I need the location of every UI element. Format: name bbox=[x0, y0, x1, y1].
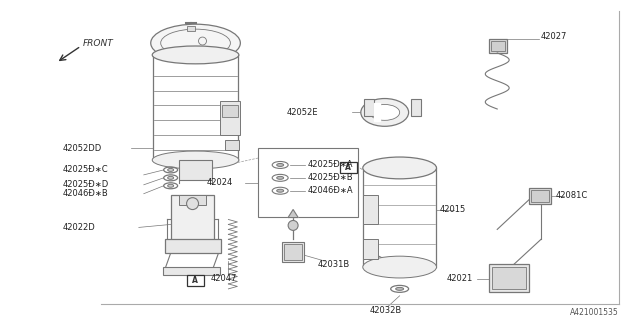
Text: 42052DD: 42052DD bbox=[63, 144, 102, 153]
Text: 42046Ð∗A: 42046Ð∗A bbox=[308, 186, 354, 195]
Bar bbox=[179, 160, 212, 180]
Bar bbox=[492, 267, 526, 289]
Bar bbox=[489, 39, 507, 53]
Bar bbox=[489, 264, 529, 292]
Text: 42025Ð∗A: 42025Ð∗A bbox=[308, 160, 353, 170]
Ellipse shape bbox=[276, 189, 284, 192]
Ellipse shape bbox=[151, 24, 241, 62]
Bar bbox=[163, 267, 220, 275]
Text: A421001535: A421001535 bbox=[570, 308, 619, 317]
Ellipse shape bbox=[168, 184, 173, 187]
Text: A: A bbox=[346, 164, 351, 172]
Text: 42021: 42021 bbox=[447, 275, 473, 284]
Polygon shape bbox=[374, 103, 380, 121]
Bar bbox=[531, 190, 549, 202]
Text: 42025Ð∗C: 42025Ð∗C bbox=[63, 165, 109, 174]
Ellipse shape bbox=[361, 99, 408, 126]
Text: 42047: 42047 bbox=[211, 275, 237, 284]
Ellipse shape bbox=[276, 176, 284, 179]
Ellipse shape bbox=[168, 168, 173, 172]
Text: 42081C: 42081C bbox=[556, 191, 588, 200]
Text: 42032B: 42032B bbox=[370, 306, 402, 315]
Text: 42025Ð∗D: 42025Ð∗D bbox=[63, 180, 109, 189]
Bar bbox=[529, 188, 551, 204]
Bar bbox=[225, 140, 239, 150]
Text: A: A bbox=[192, 276, 198, 285]
Bar bbox=[187, 275, 204, 286]
Circle shape bbox=[288, 220, 298, 230]
Bar bbox=[282, 242, 304, 262]
Text: 42052E: 42052E bbox=[287, 108, 318, 117]
Bar bbox=[492, 41, 505, 51]
Ellipse shape bbox=[370, 105, 399, 120]
Bar bbox=[363, 195, 378, 224]
Bar bbox=[223, 106, 238, 117]
Ellipse shape bbox=[363, 256, 436, 278]
Bar bbox=[164, 239, 221, 253]
Bar bbox=[187, 26, 195, 31]
Bar bbox=[363, 239, 378, 259]
Bar bbox=[171, 195, 214, 252]
Bar bbox=[259, 148, 358, 218]
Bar bbox=[411, 99, 420, 116]
Ellipse shape bbox=[363, 157, 436, 179]
Text: 42024: 42024 bbox=[206, 178, 232, 187]
Ellipse shape bbox=[168, 176, 173, 179]
Ellipse shape bbox=[396, 287, 404, 290]
Bar bbox=[340, 162, 357, 173]
Bar bbox=[179, 195, 207, 204]
Text: 42031B: 42031B bbox=[318, 260, 350, 268]
Ellipse shape bbox=[152, 151, 239, 169]
Text: FRONT: FRONT bbox=[83, 38, 114, 48]
Ellipse shape bbox=[276, 164, 284, 166]
Bar bbox=[364, 99, 374, 116]
Ellipse shape bbox=[152, 46, 239, 64]
Text: 42015: 42015 bbox=[440, 205, 466, 214]
Polygon shape bbox=[288, 210, 298, 218]
Text: 42027: 42027 bbox=[541, 32, 568, 41]
Bar bbox=[220, 100, 241, 135]
Text: 42025Ð∗B: 42025Ð∗B bbox=[308, 173, 354, 182]
Text: 42046Ð∗B: 42046Ð∗B bbox=[63, 189, 109, 198]
Bar bbox=[284, 244, 302, 260]
Text: 42022D: 42022D bbox=[63, 223, 96, 232]
Circle shape bbox=[187, 198, 198, 210]
